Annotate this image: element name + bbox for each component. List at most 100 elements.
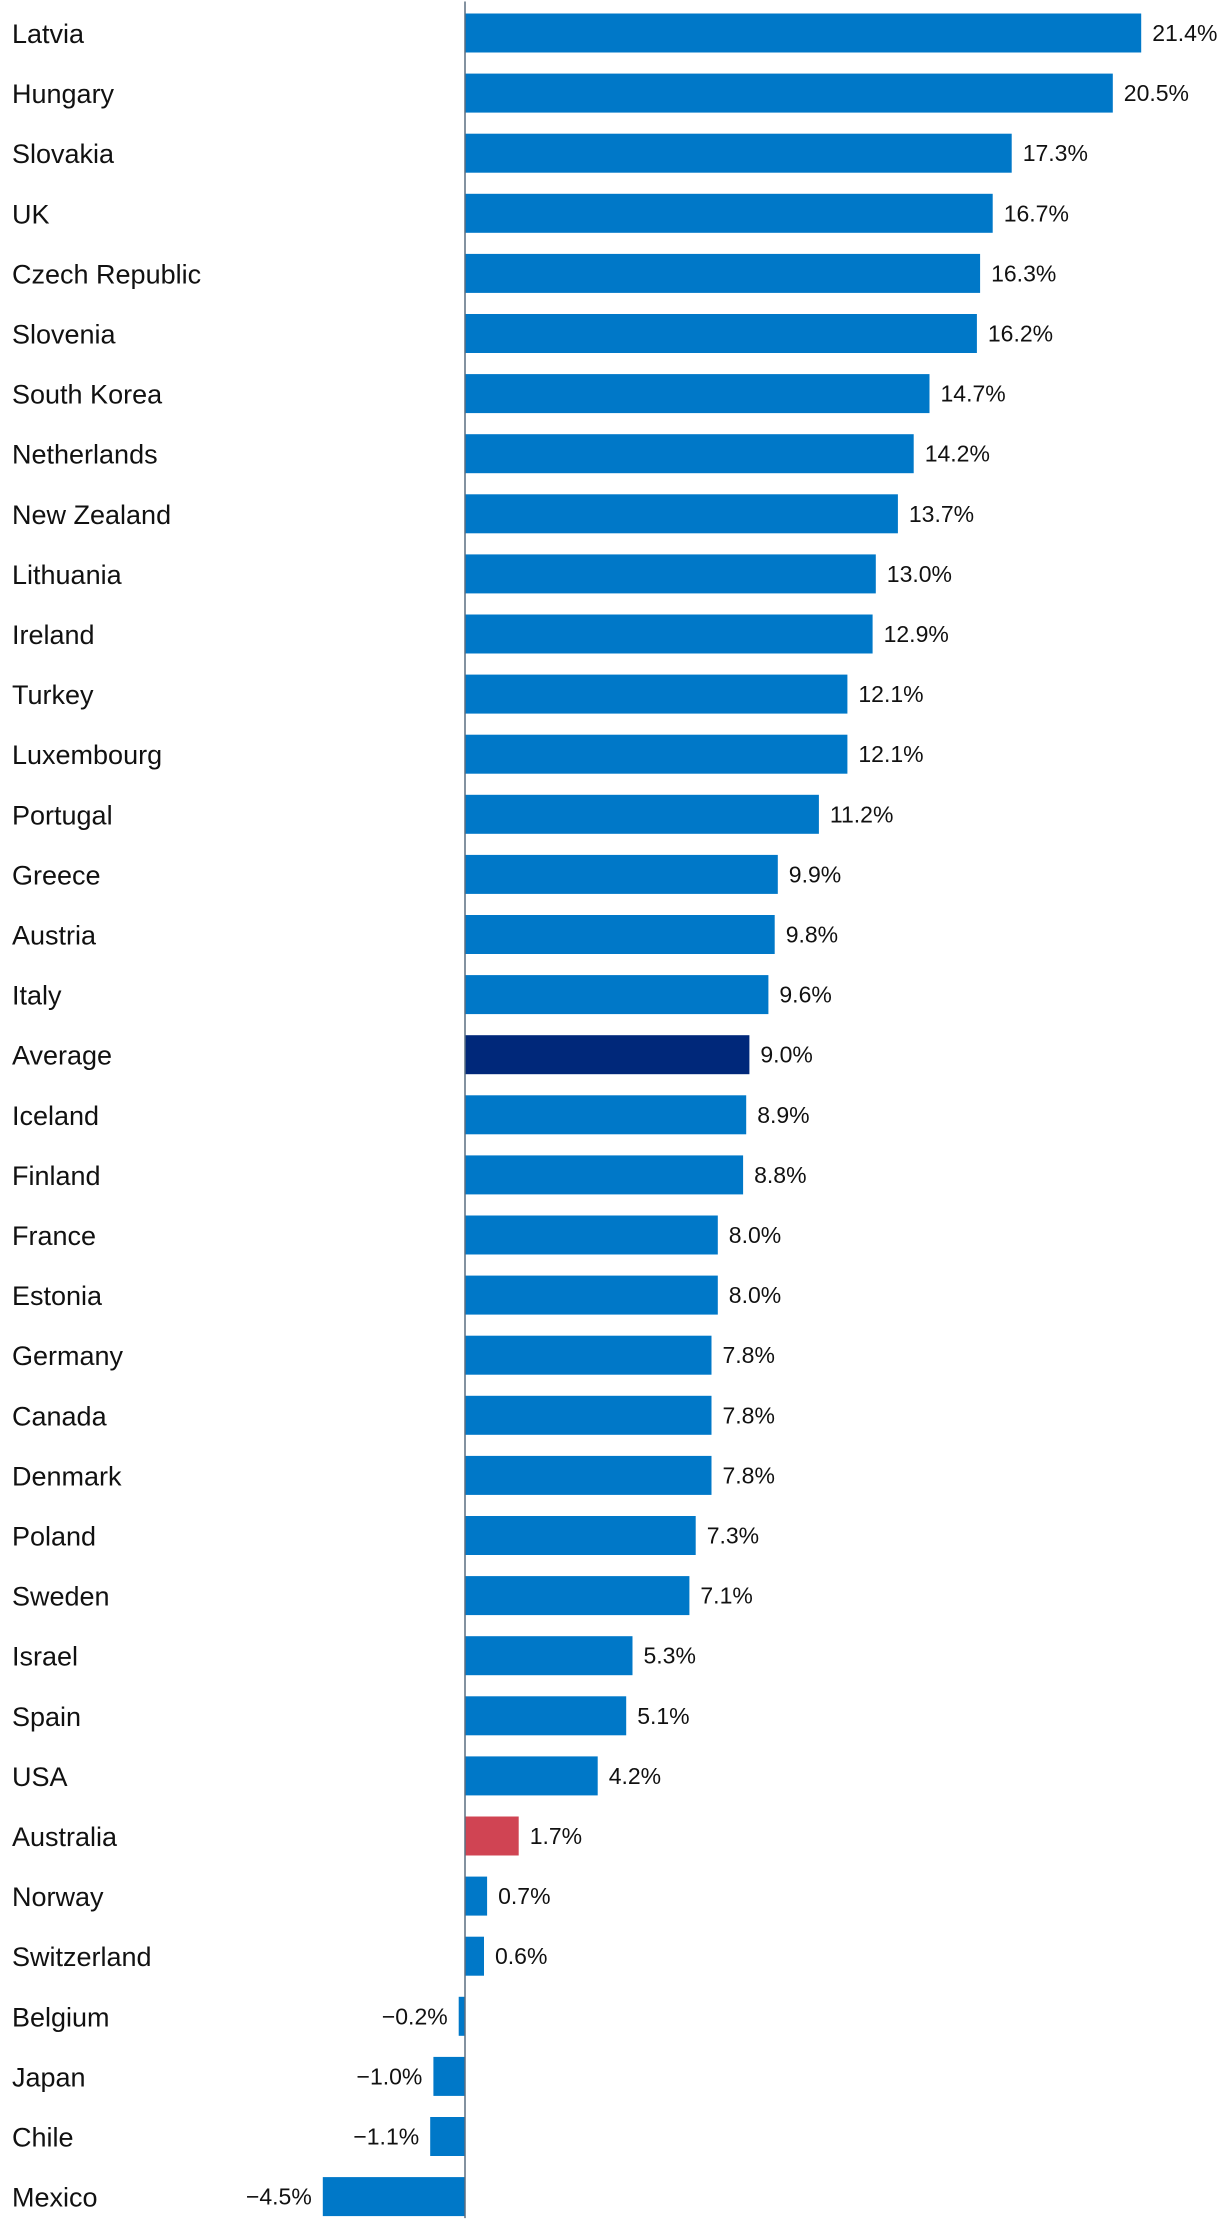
category-label-italy: Italy: [12, 981, 62, 1011]
bar-austria: [465, 915, 775, 954]
category-label-uk: UK: [12, 199, 50, 229]
category-label-usa: USA: [12, 1762, 68, 1792]
category-label-average: Average: [12, 1041, 112, 1071]
bar-switzerland: [465, 1936, 484, 1976]
category-label-sweden: Sweden: [12, 1582, 110, 1612]
value-label-slovenia: 16.2%: [988, 321, 1053, 347]
bar-belgium: [458, 1996, 465, 2036]
value-label-new-zealand: 13.7%: [909, 501, 974, 527]
value-label-poland: 7.3%: [707, 1523, 759, 1549]
category-label-canada: Canada: [12, 1401, 108, 1431]
value-label-germany: 7.8%: [723, 1342, 775, 1368]
bar-slovenia: [465, 314, 977, 353]
bar-norway: [465, 1876, 488, 1916]
category-label-poland: Poland: [12, 1522, 96, 1552]
bar-iceland: [465, 1095, 747, 1135]
value-label-luxembourg: 12.1%: [858, 741, 923, 767]
bar-ireland: [465, 614, 873, 654]
value-label-czech-republic: 16.3%: [991, 260, 1056, 286]
bar-mexico: [322, 2177, 465, 2217]
category-label-spain: Spain: [12, 1702, 81, 1732]
value-label-belgium: −0.2%: [382, 2003, 448, 2029]
value-labels-group: 21.4% 20.5% 17.3% 16.7% 16.3% 16.2% 14.7% 14.2%…: [246, 20, 1217, 2210]
value-label-south-korea: 14.7%: [941, 381, 1006, 407]
value-label-denmark: 7.8%: [723, 1462, 775, 1488]
category-label-slovakia: Slovakia: [12, 139, 115, 169]
value-label-greece: 9.9%: [789, 861, 841, 887]
bar-italy: [465, 975, 769, 1015]
bar-new-zealand: [465, 494, 898, 534]
bar-uk: [465, 193, 993, 233]
category-label-austria: Austria: [12, 921, 97, 951]
bar-canada: [465, 1395, 712, 1435]
category-label-france: France: [12, 1221, 96, 1251]
value-label-estonia: 8.0%: [729, 1282, 781, 1308]
category-label-ireland: Ireland: [12, 620, 95, 650]
value-label-mexico: −4.5%: [246, 2184, 312, 2210]
value-label-canada: 7.8%: [723, 1402, 775, 1428]
category-label-germany: Germany: [12, 1341, 124, 1371]
category-label-turkey: Turkey: [12, 680, 94, 710]
category-label-lithuania: Lithuania: [12, 560, 123, 590]
value-label-portugal: 11.2%: [830, 801, 894, 827]
bars-group: [322, 13, 1142, 2217]
bar-sweden: [465, 1576, 690, 1616]
value-label-usa: 4.2%: [609, 1763, 661, 1789]
category-label-australia: Australia: [12, 1822, 118, 1852]
bar-netherlands: [465, 434, 914, 474]
value-label-latvia: 21.4%: [1152, 20, 1217, 46]
category-label-greece: Greece: [12, 860, 101, 890]
bar-denmark: [465, 1455, 712, 1495]
category-labels-group: Latvia Hungary Slovakia UK Czech Republic Slo…: [12, 19, 201, 2213]
value-label-israel: 5.3%: [644, 1643, 696, 1669]
value-label-ireland: 12.9%: [884, 621, 949, 647]
bar-france: [465, 1215, 718, 1255]
category-label-iceland: Iceland: [12, 1101, 99, 1131]
category-label-latvia: Latvia: [12, 19, 85, 49]
category-label-hungary: Hungary: [12, 79, 115, 109]
value-label-japan: −1.0%: [357, 2063, 423, 2089]
bar-luxembourg: [465, 734, 848, 774]
category-label-israel: Israel: [12, 1642, 78, 1672]
category-label-new-zealand: New Zealand: [12, 500, 171, 530]
value-label-turkey: 12.1%: [858, 681, 923, 707]
bar-lithuania: [465, 554, 876, 594]
bar-germany: [465, 1335, 712, 1375]
category-label-estonia: Estonia: [12, 1281, 103, 1311]
category-label-belgium: Belgium: [12, 2002, 110, 2032]
category-label-japan: Japan: [12, 2062, 86, 2092]
value-label-iceland: 8.9%: [757, 1102, 809, 1128]
category-label-denmark: Denmark: [12, 1461, 122, 1491]
value-label-australia: 1.7%: [530, 1823, 582, 1849]
value-label-lithuania: 13.0%: [887, 561, 952, 587]
bar-latvia: [465, 13, 1142, 53]
category-label-portugal: Portugal: [12, 800, 113, 830]
bar-south-korea: [465, 374, 930, 414]
bar-slovakia: [465, 133, 1012, 173]
value-label-spain: 5.1%: [637, 1703, 689, 1729]
bar-japan: [433, 2056, 465, 2096]
bar-australia: [465, 1816, 519, 1856]
value-label-slovakia: 17.3%: [1023, 140, 1088, 166]
category-label-luxembourg: Luxembourg: [12, 740, 162, 770]
value-label-chile: −1.1%: [353, 2124, 419, 2150]
bar-greece: [465, 854, 778, 894]
value-label-austria: 9.8%: [786, 922, 838, 948]
bar-poland: [465, 1516, 696, 1555]
category-label-chile: Chile: [12, 2123, 74, 2153]
bar-average: [465, 1035, 750, 1075]
value-label-norway: 0.7%: [498, 1883, 550, 1909]
category-label-czech-republic: Czech Republic: [12, 259, 201, 289]
bar-estonia: [465, 1275, 718, 1315]
bar-usa: [465, 1756, 598, 1796]
category-label-slovenia: Slovenia: [12, 320, 117, 350]
value-label-italy: 9.6%: [779, 982, 831, 1008]
bar-czech-republic: [465, 253, 981, 293]
category-label-south-korea: South Korea: [12, 380, 163, 410]
bar-spain: [465, 1696, 627, 1736]
value-label-netherlands: 14.2%: [925, 441, 990, 467]
category-label-netherlands: Netherlands: [12, 440, 158, 470]
category-label-norway: Norway: [12, 1882, 104, 1912]
bar-turkey: [465, 674, 848, 714]
